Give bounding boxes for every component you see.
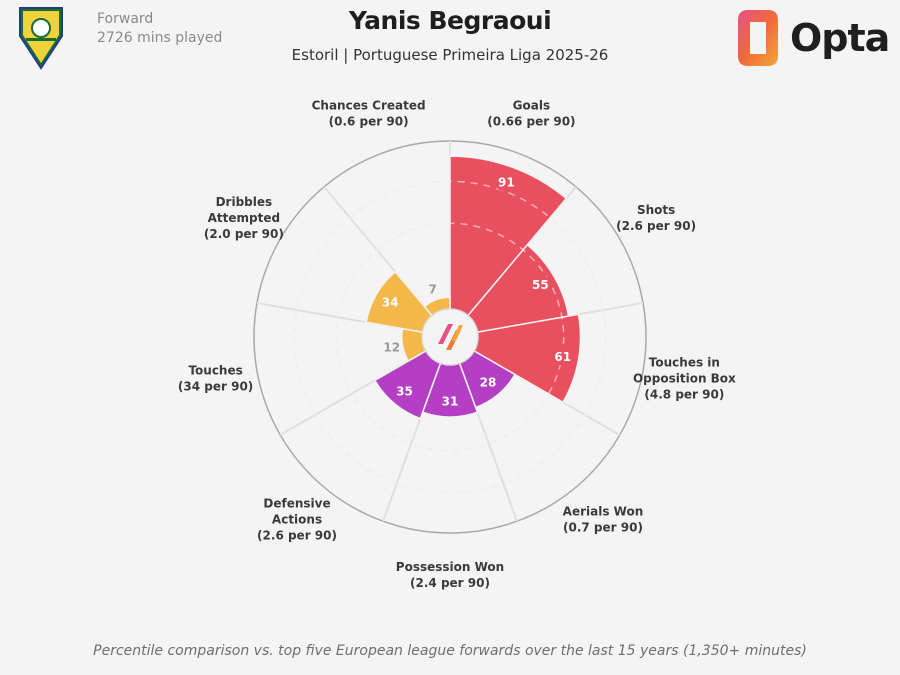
radar-center-hub	[422, 309, 478, 365]
metric-label: Touches in Opposition Box (4.8 per 90)	[633, 355, 736, 401]
metric-label: Aerials Won (0.7 per 90)	[563, 504, 644, 534]
metric-label: Chances Created (0.6 per 90)	[312, 98, 426, 128]
metric-label: Touches (34 per 90)	[178, 363, 253, 393]
value-label: 34	[382, 296, 399, 310]
value-label: 55	[532, 278, 549, 292]
metric-label: Possession Won (2.4 per 90)	[396, 560, 504, 590]
value-label: 12	[383, 341, 400, 355]
metric-label: Shots (2.6 per 90)	[616, 203, 696, 233]
value-label: 7	[428, 283, 436, 297]
metric-label: Dribbles Attempted (2.0 per 90)	[204, 195, 284, 241]
metric-label: Defensive Actions (2.6 per 90)	[257, 496, 337, 542]
metric-label: Goals (0.66 per 90)	[487, 98, 575, 128]
value-label: 28	[480, 376, 497, 390]
footer-note: Percentile comparison vs. top five Europ…	[0, 643, 900, 659]
value-label: 31	[442, 394, 459, 408]
value-label: 91	[498, 175, 515, 189]
value-label: 35	[396, 385, 413, 399]
value-label: 61	[554, 350, 571, 364]
